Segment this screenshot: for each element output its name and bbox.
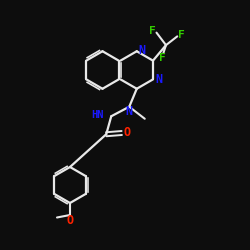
Text: HN: HN xyxy=(92,110,104,120)
Text: N: N xyxy=(155,73,162,86)
Text: N: N xyxy=(126,105,133,118)
Text: N: N xyxy=(139,44,146,57)
Text: O: O xyxy=(66,214,73,227)
Text: F: F xyxy=(148,26,155,36)
Text: F: F xyxy=(159,53,166,63)
Text: O: O xyxy=(124,126,131,140)
Text: F: F xyxy=(178,30,185,40)
